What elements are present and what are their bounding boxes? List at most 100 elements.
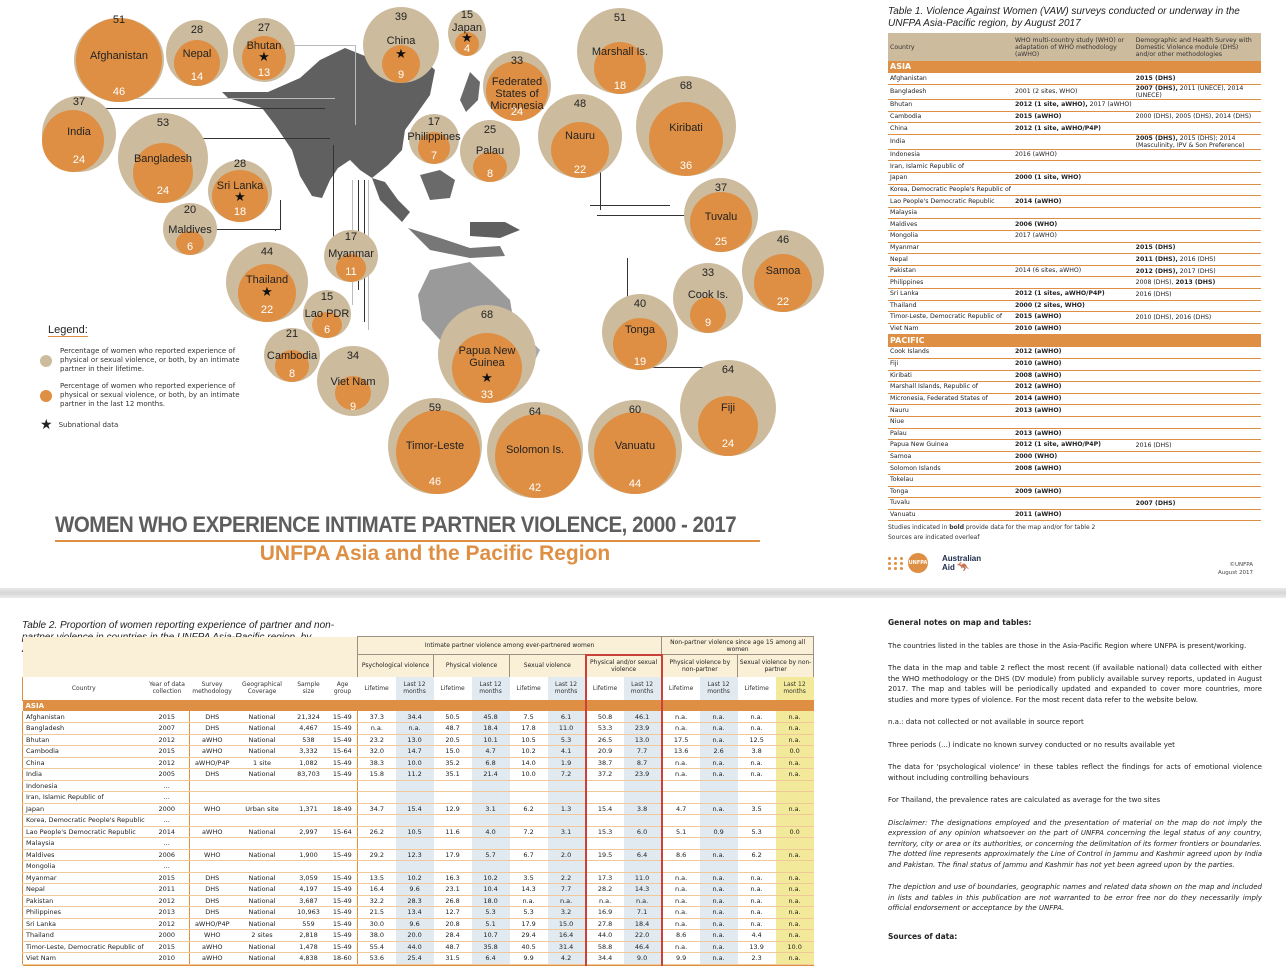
value-cell: n.a.	[699, 918, 738, 930]
value-cell: 2000	[144, 803, 190, 815]
country-cell: Lao People's Democratic Republic	[888, 195, 1013, 208]
value-cell: 2014	[144, 826, 190, 838]
value-cell: n.a.	[699, 734, 738, 746]
table-row: Samoa 2000 (WHO)	[888, 451, 1261, 464]
dhs-cell	[1133, 428, 1261, 441]
value-cell: National	[234, 768, 290, 781]
who-cell: 2014 (aWHO)	[1012, 195, 1134, 208]
value-cell: 46.1	[623, 711, 663, 723]
value-cell: 4.2	[547, 952, 586, 965]
value-cell: 15.8	[357, 768, 396, 781]
value-cell	[623, 814, 663, 827]
bubble-fiji: 64 Fiji 24	[680, 360, 776, 456]
logos: UNFPA Australian Aid 🦘	[888, 553, 981, 573]
value-cell: aWHO	[189, 941, 235, 953]
column-header: Lifetime	[584, 676, 624, 701]
value-cell: 22.0	[623, 929, 663, 942]
value-cell: DHS	[189, 895, 235, 907]
value-cell	[327, 814, 358, 827]
table-row: Nepal 2011 (DHS), 2016 (DHS)	[888, 253, 1261, 266]
subnational-star-icon: ★	[395, 47, 407, 62]
value-cell: 23.2	[357, 734, 396, 746]
value-cell: 20.9	[584, 745, 624, 758]
bubble-myanmar: 17 Myanmar 11	[324, 230, 378, 282]
table-row: Viet Nam 2010 aWHO National 4,838 18-60 53.6 25…	[22, 952, 814, 965]
value-cell: aWHO	[189, 952, 235, 965]
value-cell: National	[234, 722, 290, 735]
country-cell: Kiribati	[888, 370, 1013, 383]
value-cell	[509, 814, 548, 827]
dhs-cell	[1133, 300, 1261, 313]
value-cell: n.a.	[699, 803, 738, 815]
dhs-cell	[1133, 149, 1261, 162]
table-row: Timor-Leste, Democratic Republic of 2015 a…	[22, 941, 814, 953]
value-cell	[471, 780, 510, 792]
value-cell: 6.8	[471, 757, 510, 769]
value-cell: 3.1	[471, 803, 510, 815]
value-cell: 10.0	[395, 757, 434, 769]
country-cell: Maldives	[888, 218, 1013, 232]
note-5: The data for 'psychological violence' in…	[888, 763, 1262, 782]
value-cell: 11.0	[547, 722, 586, 735]
who-cell	[1012, 134, 1134, 150]
value-cell: 0.0	[775, 826, 814, 838]
value-cell	[234, 837, 290, 850]
who-cell: 2012 (aWHO)	[1012, 381, 1134, 394]
value-cell: 14.7	[395, 745, 434, 758]
note-2: The data in the map and table 2 reflect …	[888, 664, 1262, 704]
value-cell: National	[234, 918, 290, 930]
value-cell: n.a.	[775, 883, 814, 896]
value-cell: n.a.	[509, 895, 548, 907]
dhs-cell: 2010 (DHS), 2016 (DHS)	[1133, 311, 1261, 324]
table-row: Bangladesh 2007 DHS National 4,467 15-49 n.a. n…	[22, 722, 814, 735]
value-cell: Urban site	[234, 803, 290, 815]
value-cell: 13.4	[395, 906, 434, 919]
value-cell	[289, 814, 328, 827]
who-cell: 2015 (aWHO)	[1012, 111, 1134, 124]
column-header: Lifetime	[433, 676, 472, 701]
sources-note: Sources are indicated overleaf	[888, 534, 980, 542]
subnational-star-icon: ★	[234, 190, 246, 205]
who-cell: 2000 (WHO)	[1012, 451, 1134, 464]
value-cell: 8.7	[623, 757, 663, 769]
value-cell: aWHO	[189, 745, 235, 758]
bubble-marshall-islands: 51 Marshall Is. 18	[577, 8, 663, 94]
column-header: Lifetime	[357, 676, 396, 701]
value-cell: 14.0	[509, 757, 548, 769]
dhs-cell	[1133, 370, 1261, 383]
value-cell	[699, 837, 738, 850]
value-cell: 2000	[144, 929, 190, 942]
country-cell: Philippines	[888, 276, 1013, 289]
value-cell: n.a.	[737, 711, 776, 723]
country-cell: Indonesia	[22, 780, 145, 792]
unfpa-logo: UNFPA	[908, 553, 928, 573]
table-row: Afghanistan 2015 (DHS)	[888, 73, 1261, 86]
value-cell: 4,197	[289, 883, 328, 896]
value-cell: n.a.	[737, 918, 776, 930]
value-cell	[433, 860, 472, 873]
table-row: Nauru 2013 (aWHO)	[888, 404, 1261, 417]
value-cell: National	[234, 711, 290, 723]
who-cell: 2016 (aWHO)	[1012, 149, 1134, 162]
value-cell: 10.2	[395, 872, 434, 884]
value-cell: 9.9	[661, 952, 700, 965]
table1-surveys: Table 1. Violence Against Women (VAW) su…	[888, 6, 1261, 543]
value-cell	[357, 814, 396, 827]
value-cell: DHS	[189, 768, 235, 781]
value-cell: 21.4	[471, 768, 510, 781]
value-cell: 11.2	[395, 768, 434, 781]
country-cell: Tokelau	[888, 474, 1013, 487]
value-cell: 53.6	[357, 952, 396, 965]
value-cell: 15-49	[327, 883, 358, 896]
value-cell	[737, 791, 776, 804]
bubble-japan: 15 Japan ★ 4	[448, 9, 486, 56]
value-cell: National	[234, 849, 290, 861]
country-cell: Iran, Islamic Republic of	[888, 160, 1013, 174]
value-cell: 0.9	[699, 826, 738, 838]
value-cell	[471, 791, 510, 804]
dhs-cell	[1133, 404, 1261, 417]
country-cell: Myanmar	[888, 242, 1013, 255]
value-cell	[234, 814, 290, 827]
value-cell: DHS	[189, 711, 235, 723]
value-cell: National	[234, 952, 290, 965]
